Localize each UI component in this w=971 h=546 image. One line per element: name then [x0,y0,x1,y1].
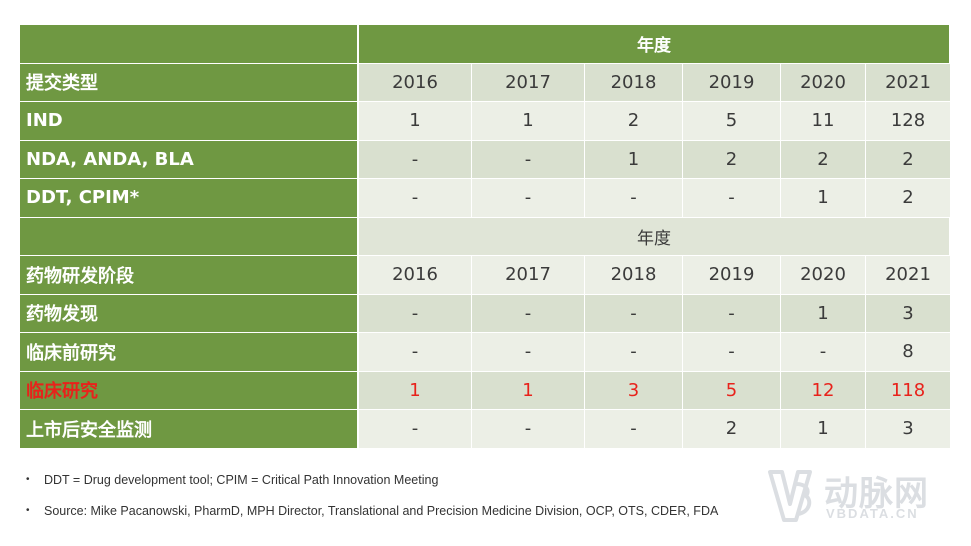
value-cell: - [585,333,683,372]
value-cell: 128 [866,102,951,141]
value-cell: - [359,179,472,218]
watermark-name-cn: 动脉网 [824,474,929,514]
value-cell: - [359,294,472,333]
value-cell: 11 [781,102,866,141]
value-cell: - [683,294,781,333]
value-cell: - [683,333,781,372]
watermark: 动脉网 VBDATA.CN [766,466,956,526]
row-label: NDA, ANDA, BLA [20,140,359,179]
year-header-mid: 年度 [359,217,951,256]
footnote-text: Source: Mike Pacanowski, PharmD, MPH Dir… [44,504,719,518]
highlighted-row: 临床研究 1 1 3 5 12 118 [20,371,951,410]
section2-label: 药物研发阶段 [20,256,359,295]
table-row: 药物发现 - - - - 1 3 [20,294,951,333]
table-row: IND 1 1 2 5 11 128 [20,102,951,141]
value-cell: - [585,179,683,218]
section1-years-row: 提交类型 2016 2017 2018 2019 2020 2021 [20,63,951,102]
year-cell: 2021 [866,256,951,295]
value-cell: 2 [866,140,951,179]
year-header-top: 年度 [359,25,951,64]
year-cell: 2020 [781,63,866,102]
value-cell: - [781,333,866,372]
bullet-icon: • [26,474,30,485]
value-cell: - [683,179,781,218]
section2-years-row: 药物研发阶段 2016 2017 2018 2019 2020 2021 [20,256,951,295]
value-cell: 3 [866,410,951,449]
value-cell: - [472,294,585,333]
value-cell: - [585,294,683,333]
bullet-icon: • [26,505,30,516]
value-cell: 2 [683,140,781,179]
top-year-header-row: 年度 [20,25,951,64]
value-cell: 1 [472,371,585,410]
value-cell: 2 [866,179,951,218]
table-row: DDT, CPIM* - - - - 1 2 [20,179,951,218]
header-blank-cell [20,217,359,256]
value-cell: 1 [359,371,472,410]
year-cell: 2019 [683,63,781,102]
value-cell: 1 [781,179,866,218]
year-cell: 2020 [781,256,866,295]
row-label: 上市后安全监测 [20,410,359,449]
value-cell: - [359,140,472,179]
footnotes: • DDT = Drug development tool; CPIM = Cr… [26,470,786,521]
watermark-name-en: VBDATA.CN [826,506,919,521]
value-cell: 3 [585,371,683,410]
year-cell: 2016 [359,256,472,295]
table-row: 上市后安全监测 - - - 2 1 3 [20,410,951,449]
value-cell: 3 [866,294,951,333]
section1-label: 提交类型 [20,63,359,102]
value-cell: 2 [585,102,683,141]
footnote: • DDT = Drug development tool; CPIM = Cr… [26,470,786,490]
value-cell: 1 [781,294,866,333]
value-cell: - [472,333,585,372]
value-cell: - [585,410,683,449]
row-label: 药物发现 [20,294,359,333]
table-row: NDA, ANDA, BLA - - 1 2 2 2 [20,140,951,179]
header-blank-cell [20,25,359,64]
value-cell: 1 [781,410,866,449]
value-cell: 5 [683,371,781,410]
value-cell: 1 [359,102,472,141]
row-label: 临床研究 [20,371,359,410]
value-cell: 1 [472,102,585,141]
value-cell: 1 [585,140,683,179]
year-cell: 2019 [683,256,781,295]
vb-logo-icon [768,470,812,522]
mid-year-header-row: 年度 [20,217,951,256]
value-cell: - [472,140,585,179]
value-cell: 118 [866,371,951,410]
row-label: IND [20,102,359,141]
value-cell: 2 [683,410,781,449]
value-cell: 2 [781,140,866,179]
value-cell: - [472,179,585,218]
year-cell: 2017 [472,256,585,295]
year-cell: 2016 [359,63,472,102]
row-label: 临床前研究 [20,333,359,372]
data-table: 年度 提交类型 2016 2017 2018 2019 2020 2021 IN… [20,25,951,449]
value-cell: 5 [683,102,781,141]
year-cell: 2017 [472,63,585,102]
year-cell: 2018 [585,256,683,295]
value-cell: 12 [781,371,866,410]
value-cell: 8 [866,333,951,372]
year-cell: 2021 [866,63,951,102]
value-cell: - [359,410,472,449]
footnote: • Source: Mike Pacanowski, PharmD, MPH D… [26,501,786,521]
row-label: DDT, CPIM* [20,179,359,218]
value-cell: - [472,410,585,449]
year-cell: 2018 [585,63,683,102]
footnote-text: DDT = Drug development tool; CPIM = Crit… [44,473,439,487]
value-cell: - [359,333,472,372]
table-row: 临床前研究 - - - - - 8 [20,333,951,372]
